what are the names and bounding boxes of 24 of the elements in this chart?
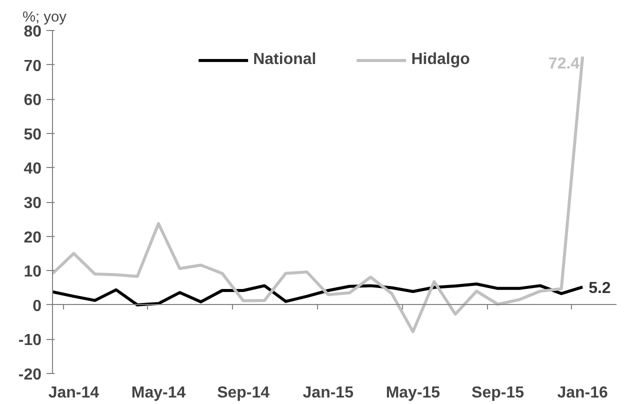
legend-label: National: [253, 51, 316, 69]
y-tick-label: 80: [24, 24, 42, 40]
y-tick-label: 20: [24, 229, 42, 246]
x-tick-label: Sep-15: [472, 384, 524, 402]
x-tick-label: May-14: [131, 384, 186, 402]
x-tick-label: Jan-15: [302, 384, 354, 402]
x-tick-label: May-15: [386, 384, 440, 402]
y-tick-label: -20: [18, 366, 42, 384]
x-tick-label: Sep-14: [217, 384, 270, 402]
y-tick-label: 30: [24, 195, 42, 212]
y-tick-label: 70: [24, 58, 42, 75]
y-tick-label: -10: [18, 332, 42, 350]
legend-label: Hidalgo: [411, 51, 470, 69]
data-label: 5.2: [588, 280, 611, 298]
data-label: 72.4: [548, 56, 580, 73]
y-axis-title: %; yoy: [22, 10, 68, 26]
y-tick-label: 50: [24, 126, 42, 144]
x-tick-label: Jan-14: [48, 384, 100, 402]
y-tick-label: 40: [24, 160, 42, 178]
y-tick-label: 10: [24, 264, 42, 281]
line-series: [52, 282, 584, 306]
y-tick-label: 0: [32, 298, 42, 315]
y-tick-label: 60: [24, 92, 42, 110]
x-tick-label: Jan-16: [557, 384, 608, 402]
